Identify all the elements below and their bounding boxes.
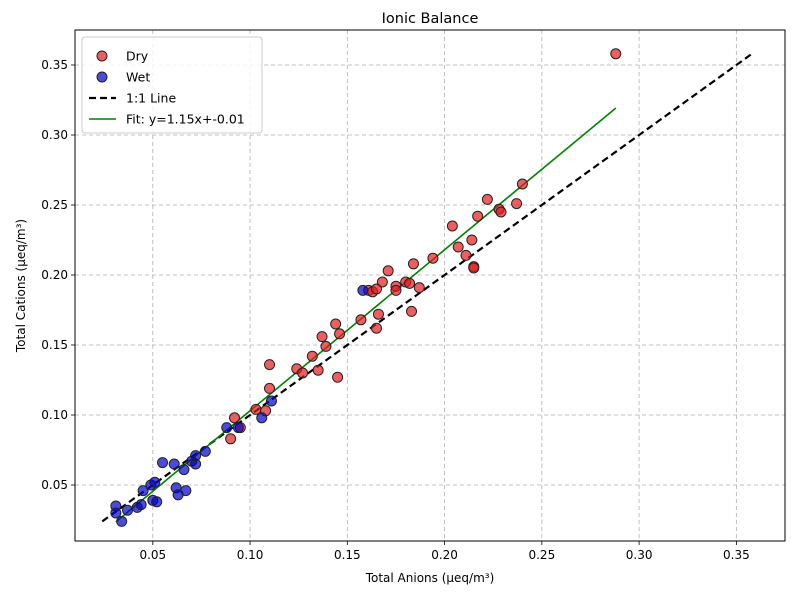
dry-point [382,265,394,277]
wet-point [357,284,369,296]
x-tick-label: 0.05 [139,548,166,562]
wet-point [199,445,211,457]
x-tick-label: 0.25 [528,548,555,562]
wet-point [232,422,244,434]
y-axis-label: Total Cations (μeq/m³) [14,219,28,353]
dry-point [610,48,622,60]
wet-point [137,485,149,497]
legend-label: Wet [126,70,150,85]
dry-point [404,277,416,289]
dry-point [406,305,418,317]
wet-point [221,422,233,434]
wet-point [110,507,122,519]
legend-marker [96,50,108,62]
dry-point [332,371,344,383]
dry-point [355,314,367,326]
grid [75,30,785,541]
wet-point [265,395,277,407]
dry-point [320,340,332,352]
dry-point [511,198,523,210]
wet-point [168,458,180,470]
wet-point [178,464,190,476]
y-tick-label: 0.25 [41,198,68,212]
legend-label: Fit: y=1.15x+-0.01 [126,112,245,127]
chart-title: Ionic Balance [382,11,479,27]
dry-point [306,350,318,362]
y-tick-label: 0.10 [41,408,68,422]
axis-ticks: 0.05 0.10 0.15 0.20 0.25 0.30 0.35 0.05 0.10 0.15… [41,58,749,562]
wet-point [116,515,128,527]
wet-point [180,485,192,497]
wet-point [149,476,161,488]
dry-point [390,284,402,296]
x-tick-label: 0.20 [431,548,458,562]
dry-point [516,178,528,190]
x-tick-label: 0.35 [723,548,750,562]
dry-point [495,206,507,218]
dry-point [371,283,383,295]
y-tick-label: 0.05 [41,478,68,492]
x-tick-label: 0.10 [237,548,264,562]
dry-point [229,412,241,424]
scatter-points-layer [110,48,622,527]
y-tick-label: 0.30 [41,128,68,142]
dry-point [446,220,458,232]
wet-point [256,412,268,424]
dry-point [481,193,493,205]
dry-point [225,433,237,445]
wet-point [190,450,202,462]
y-tick-label: 0.35 [41,58,68,72]
wet-point [151,496,163,508]
dry-point [427,252,439,264]
dry-point [312,364,324,376]
wet-point [122,504,134,516]
wet-point [157,457,169,469]
dry-point [264,382,276,394]
dry-point [460,249,472,261]
y-tick-label: 0.15 [41,338,68,352]
dry-point [330,318,342,330]
dry-point [334,328,346,340]
dry-point [468,262,480,274]
x-tick-label: 0.30 [626,548,653,562]
dry-point [407,258,419,270]
x-axis-label: Total Anions (μeq/m³) [365,571,495,585]
y-tick-label: 0.20 [41,268,68,282]
wet-point [135,499,147,511]
legend-label: 1:1 Line [126,91,176,106]
dry-point [264,359,276,371]
dry-point [316,331,328,343]
dry-point [372,308,384,320]
dry-point [376,276,388,288]
legend-frame [81,36,263,134]
dry-point [472,210,484,222]
dry-point [452,241,464,253]
legend-marker [96,71,108,83]
dry-point [466,234,478,246]
legend-label: Dry [126,49,149,64]
dry-point [297,367,309,379]
plot-area-frame [74,29,786,542]
dry-point [371,322,383,334]
dry-point [413,282,425,294]
x-tick-label: 0.15 [334,548,361,562]
legend: Dry Wet 1:1 Line Fit: y=1.15x+-0.01 [81,36,263,134]
